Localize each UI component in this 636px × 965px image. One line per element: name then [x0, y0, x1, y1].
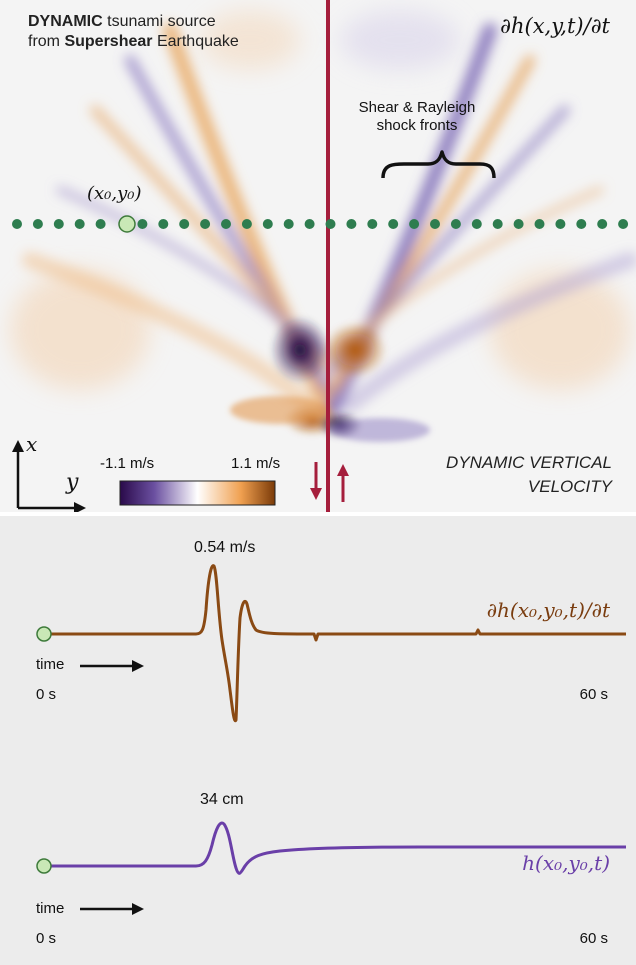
- height-trace-formula: h(x₀,y₀,t): [522, 851, 610, 875]
- observation-dot: [304, 219, 315, 229]
- observation-dot: [388, 219, 399, 229]
- observation-dot: [95, 219, 106, 229]
- observation-point[interactable]: [118, 215, 136, 233]
- observation-dot: [534, 219, 545, 229]
- observation-dot: [430, 219, 440, 229]
- time-series-panel: [0, 516, 636, 965]
- observation-dot: [597, 219, 608, 229]
- wavefield-formula: ∂h(x,y,t)/∂t: [500, 14, 610, 38]
- axis-y-label: y: [66, 470, 79, 495]
- observation-dot-row: [12, 219, 629, 229]
- observation-dot: [200, 219, 211, 229]
- observation-dot: [262, 219, 273, 229]
- time-label-1: time: [36, 656, 65, 673]
- slip-arrow-down: [310, 462, 322, 500]
- observation-dot: [221, 219, 231, 229]
- time-end-label-1: 60 s: [579, 686, 608, 703]
- observation-dot: [325, 219, 336, 229]
- figure-title: DYNAMIC tsunami source from Supershear E…: [28, 13, 239, 50]
- slip-arrow-up: [337, 464, 349, 502]
- observation-dot: [158, 219, 169, 229]
- velocity-peak-label: 0.54 m/s: [194, 539, 256, 556]
- observation-dot: [137, 219, 148, 229]
- wavefield-panel: DYNAMIC tsunami source from Supershear E…: [0, 0, 636, 512]
- observation-dot: [179, 219, 190, 229]
- velocity-label: DYNAMIC VERTICAL VELOCITY: [446, 453, 612, 496]
- observation-dot: [471, 219, 482, 229]
- observation-dot: [74, 219, 85, 229]
- wavefield-plot: [10, 0, 636, 512]
- observation-dot: [346, 219, 357, 229]
- observation-dot: [283, 219, 294, 229]
- velocity-trace-formula: ∂h(x₀,y₀,t)/∂t: [486, 598, 610, 622]
- colorbar-max-label: 1.1 m/s: [231, 455, 281, 472]
- observation-dot: [367, 219, 378, 229]
- time-label-2: time: [36, 900, 65, 917]
- observation-dot: [513, 219, 524, 229]
- time-start-label-2: 0 s: [36, 930, 57, 947]
- observation-dot: [32, 219, 43, 229]
- observation-dot: [241, 219, 252, 229]
- observation-dot: [450, 219, 461, 229]
- observation-point-label: (x₀,y₀): [87, 183, 142, 204]
- shock-front-label: Shear & Rayleigh shock fronts: [358, 99, 476, 134]
- observation-dot: [576, 219, 587, 229]
- shock-front-brace: [381, 150, 496, 179]
- observation-dot: [12, 219, 22, 229]
- axis-x-label: x: [26, 432, 38, 456]
- axes-indicator: [12, 440, 86, 512]
- observation-dot: [409, 219, 420, 229]
- time-end-label-2: 60 s: [579, 930, 608, 947]
- observation-dot: [618, 219, 629, 229]
- height-peak-label: 34 cm: [200, 791, 244, 808]
- observation-dot: [555, 219, 566, 229]
- observation-dot: [53, 219, 64, 229]
- time-start-label-1: 0 s: [36, 686, 57, 703]
- colorbar-min-label: -1.1 m/s: [100, 455, 155, 472]
- colorbar: [119, 480, 276, 506]
- observation-dot: [492, 219, 503, 229]
